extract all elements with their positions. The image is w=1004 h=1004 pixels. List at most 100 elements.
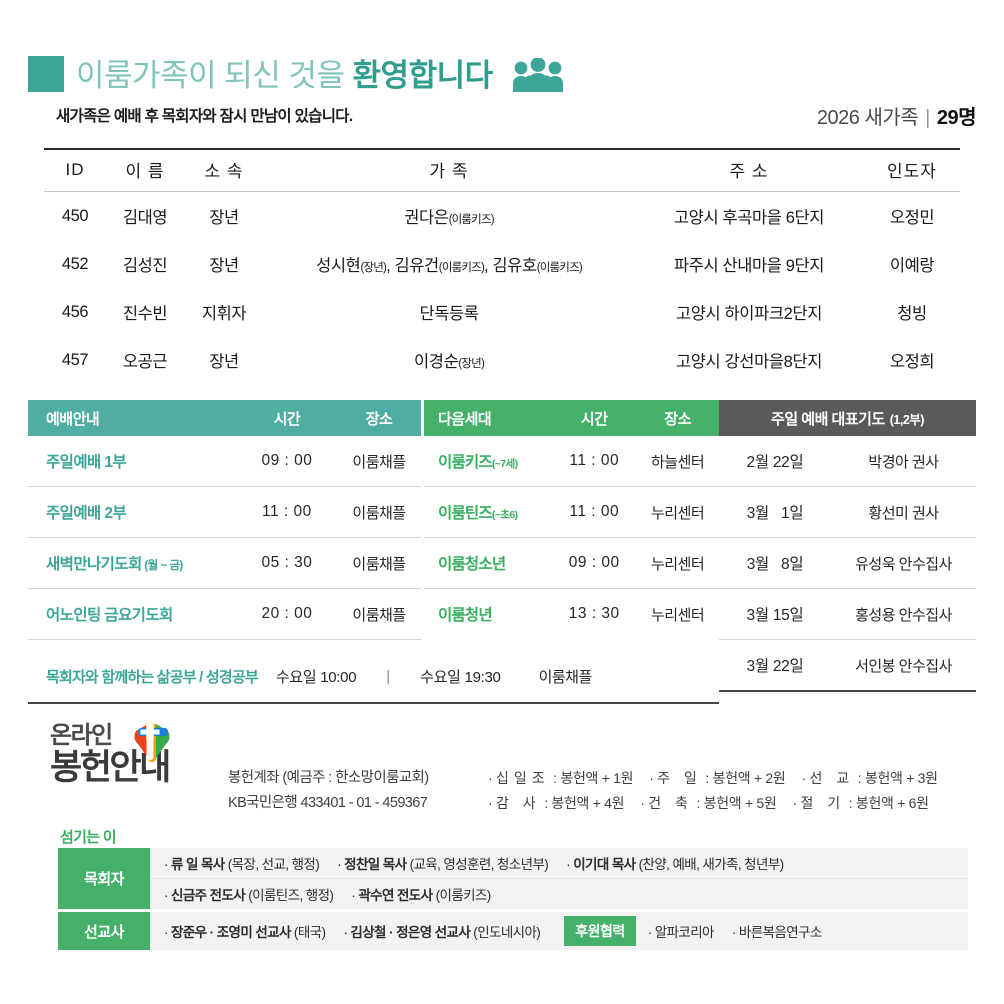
cell-name: 김대영: [122, 209, 168, 227]
cell-id: 450: [61, 206, 89, 225]
family-member: 성시현(장년): [316, 257, 387, 275]
next-gen-name: 이룸청년: [438, 607, 493, 624]
page-title-bold: 환영합니다: [352, 58, 494, 93]
missionary-rows: · 장준우 · 조영미 선교사 (태국) · 김상철 · 정은영 선교사 (인도네…: [150, 912, 968, 950]
next-gen-name: 이룸틴즈(~초6): [438, 505, 518, 522]
prayer-date: 2월 22일: [746, 454, 804, 471]
cross-logo-icon: [128, 718, 172, 769]
worship-time: 05 : 30: [261, 554, 313, 571]
header-subtitle: 새가족은 예배 후 목회자와 잠시 만남이 있습니다.: [56, 108, 353, 125]
cell-leader: 오정민: [889, 209, 935, 227]
prayer-date: 3월 22일: [746, 658, 804, 675]
study-time-2: 수요일 19:30: [420, 668, 501, 686]
prayer-date: 3월 15일: [746, 607, 804, 624]
family-member: 김유호(이룸키즈): [492, 257, 582, 275]
cell-family: 권다은(이룸키즈): [264, 192, 634, 241]
offering-code: · 십일조 : 봉헌액 + 1원: [488, 770, 634, 786]
worship-place: 이룸채플: [352, 504, 406, 522]
offering-logo: 온라인 봉헌안내: [50, 721, 222, 787]
worship-row: 어노인팅 금요기도회 20 : 00 이룸채플: [28, 589, 421, 640]
worship-time: 20 : 00: [261, 605, 313, 622]
column-header-leader: 인도자: [864, 148, 960, 192]
prayer-date: 3월 8일: [746, 556, 804, 573]
page-header: 이룸가족이 되신 것을 환영합니다: [28, 52, 976, 104]
prayer-header-note: (1,2부): [889, 412, 925, 427]
staff-person: · 곽수연 전도사 (이룸키즈): [351, 888, 491, 903]
prayer-row: 3월 8일 유성욱 안수집사: [719, 538, 976, 589]
worship-place: 이룸채플: [352, 606, 406, 624]
pastor-tag: 목회자: [58, 848, 150, 909]
worship-name: 어노인팅 금요기도회: [46, 607, 173, 624]
study-time-1: 수요일 10:00: [275, 668, 357, 686]
cell-name: 오공근: [122, 353, 168, 371]
staff-section-title: 섬기는 이: [60, 829, 117, 846]
next-gen-row: 이룸청년 13 : 30 누리센터: [424, 589, 719, 639]
cell-family: 성시현(장년), 김유건(이룸키즈), 김유호(이룸키즈): [316, 257, 583, 275]
missionary-person: · 김상철 · 정은영 선교사 (인도네시아): [343, 925, 541, 940]
next-gen-header-label: 다음세대: [438, 410, 492, 428]
new-family-table-head: ID 이 름 소 속 가 족 주 소 인도자: [44, 148, 960, 192]
offering-code: · 건 축 : 봉헌액 + 5원: [640, 794, 777, 811]
missionary-person: · 장준우 · 조영미 선교사 (태국): [164, 925, 326, 940]
cell-group: 장년: [209, 257, 239, 275]
pastor-line-1: · 류 일 목사 (목장, 선교, 행정) · 정찬일 목사 (교육, 영성훈련,…: [150, 848, 968, 878]
family-member: 단독등록: [419, 305, 479, 323]
next-gen-row: 이룸청소년 09 : 00 누리센터: [424, 538, 719, 589]
next-gen-name: 이룸청소년: [438, 556, 506, 573]
next-gen-time: 13 : 30: [568, 605, 620, 622]
staff-person: · 정찬일 목사 (교육, 영성훈련, 청소년부): [337, 857, 549, 872]
support-org: · 바른복음연구소: [731, 925, 822, 940]
worship-header-label: 예배안내: [46, 410, 100, 428]
staff-person: · 신금주 전도사 (이룸틴즈, 행정): [164, 888, 334, 903]
new-family-table-body: 450 김대영 장년 권다은(이룸키즈) 고양시 후곡마을 6단지 오정민 452 김성진 장년…: [44, 192, 960, 385]
table-row: 456 진수빈 지휘자 단독등록 고양시 하이파크2단지 청빙: [44, 288, 960, 336]
worship-name: 새벽만나기도회 (월 ~ 금): [46, 556, 183, 573]
prayer-date: 3월 1일: [746, 505, 804, 522]
worship-name: 주일예배 2부: [46, 505, 127, 522]
cell-group: 장년: [209, 209, 239, 227]
staff-person: · 류 일 목사 (목장, 선교, 행정): [164, 857, 320, 872]
pastor-line-2: · 신금주 전도사 (이룸틴즈, 행정) · 곽수연 전도사 (이룸키즈): [150, 878, 968, 909]
cell-leader: 오정희: [889, 353, 935, 371]
offering-codes-row-1: · 십일조 : 봉헌액 + 1원 · 주 일 : 봉헌액 + 2원 · 선 교 : …: [488, 766, 954, 791]
staff-section: 목회자 · 류 일 목사 (목장, 선교, 행정) · 정찬일 목사 (교육, 영…: [58, 848, 968, 953]
offering-code: · 선 교 : 봉헌액 + 3원: [801, 770, 938, 786]
table-row: 457 오공근 장년 이경순(장년) 고양시 강선마을8단지 오정희: [44, 336, 960, 384]
prayer-person: 서인봉 안수집사: [855, 657, 952, 675]
new-family-count-value: 29명: [936, 107, 977, 129]
offering-codes: · 십일조 : 봉헌액 + 1원 · 주 일 : 봉헌액 + 2원 · 선 교 : …: [488, 766, 954, 815]
prayer-person: 유성욱 안수집사: [855, 555, 952, 573]
prayer-column: 2월 22일 박경아 권사 3월 1일 황선미 권사 3월 8일 유성욱 안수집사 3월 1…: [719, 436, 976, 692]
study-name: 목회자와 함께하는 삶공부 / 성경공부: [46, 668, 259, 686]
prayer-person: 황선미 권사: [868, 504, 939, 522]
family-member: 이경순(장년): [414, 353, 485, 371]
next-gen-time: 11 : 00: [569, 452, 620, 469]
next-gen-header: 다음세대 시간 장소: [424, 400, 719, 436]
count-separator: |: [925, 107, 930, 129]
table-row: 450 김대영 장년 권다은(이룸키즈) 고양시 후곡마을 6단지 오정민: [44, 192, 960, 241]
offering-codes-row-2: · 감 사 : 봉헌액 + 4원 · 건 축 : 봉헌액 + 5원 · 절 기 : …: [488, 791, 954, 816]
worship-name: 주일예배 1부: [46, 454, 127, 471]
study-place: 이룸채플: [538, 668, 593, 686]
cell-id: 456: [61, 302, 89, 321]
page-title-light: 이룸가족이 되신 것을: [76, 58, 353, 93]
offering-account-line1: 봉헌계좌 (예금주 : 한소망이룸교회): [228, 770, 429, 786]
offering-code: · 절 기 : 봉헌액 + 6원: [792, 794, 930, 811]
worship-column: 주일예배 1부 09 : 00 이룸채플 주일예배 2부 11 : 00 이룸채플 새벽만나…: [28, 436, 421, 692]
next-gen-header-place: 장소: [664, 410, 691, 428]
offering-account-line2: KB국민은행 433401 - 01 - 459367: [228, 795, 428, 812]
prayer-row: 3월 1일 황선미 권사: [719, 487, 976, 538]
cell-leader: 청빙: [897, 305, 927, 323]
study-row: 목회자와 함께하는 삶공부 / 성경공부 수요일 10:00 | 수요일 19:…: [28, 650, 719, 704]
next-gen-place: 하늘센터: [650, 453, 705, 471]
offering-account: 봉헌계좌 (예금주 : 한소망이룸교회) KB국민은행 433401 - 01 …: [228, 766, 429, 817]
worship-row: 새벽만나기도회 (월 ~ 금) 05 : 30 이룸채플: [28, 538, 421, 589]
cell-address: 고양시 강선마을8단지: [676, 353, 822, 371]
missionary-tag: 선교사: [58, 912, 150, 950]
column-header-family: 가 족: [264, 148, 634, 192]
cell-name: 진수빈: [122, 305, 168, 323]
study-divider: |: [386, 667, 391, 685]
cell-name: 김성진: [122, 257, 168, 275]
next-gen-row: 이룸키즈(~7세) 11 : 00 하늘센터: [424, 436, 719, 487]
table-row: 452 김성진 장년 성시현(장년), 김유건(이룸키즈), 김유호(이룸키즈) 파주시…: [44, 240, 960, 288]
